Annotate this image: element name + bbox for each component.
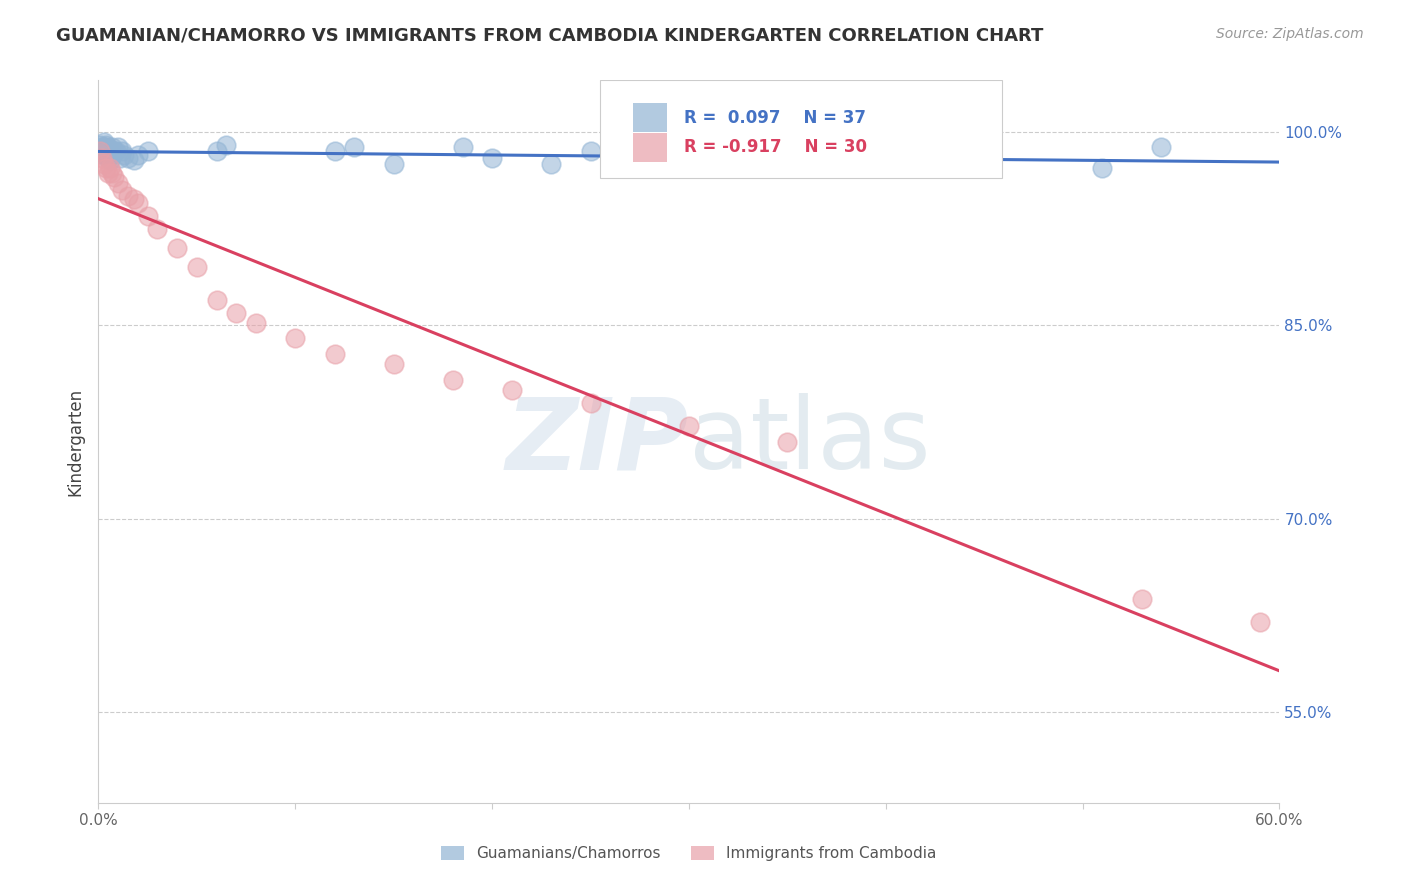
Point [105,145,128,159]
Point [112,148,135,162]
Point [205,293,228,307]
Point [1150,140,1173,154]
Point [225,305,247,319]
Point [103,169,125,184]
Point [501,383,523,397]
Point [89,145,111,159]
FancyBboxPatch shape [600,80,1002,178]
Point [1249,615,1271,630]
Point [579,145,602,159]
Point [678,419,700,434]
Point [93,157,115,171]
Point [215,137,238,152]
Point [441,373,464,387]
Point [136,209,159,223]
Point [717,157,740,171]
Point [579,396,602,410]
Point [108,151,131,165]
Point [451,140,474,154]
Point [97,166,120,180]
Point [98,161,121,175]
Point [127,148,149,162]
Point [93,148,115,162]
Point [127,195,149,210]
Point [97,151,120,165]
Point [776,434,799,449]
Point [166,241,188,255]
Point [101,166,124,180]
Point [93,135,115,149]
FancyBboxPatch shape [634,133,666,162]
Point [98,153,121,168]
Point [101,140,124,154]
Point [1130,591,1153,606]
Point [186,260,208,275]
Point [111,145,134,159]
Point [382,357,405,371]
Text: atlas: atlas [689,393,931,490]
Point [97,140,120,154]
Point [101,148,124,162]
Point [122,153,145,168]
Point [245,316,267,330]
Point [107,140,129,154]
Point [146,221,169,235]
Point [96,137,118,152]
Y-axis label: Kindergarten: Kindergarten [66,387,84,496]
Point [117,151,139,165]
Point [91,151,114,165]
Point [481,151,503,165]
Text: R =  0.097    N = 37: R = 0.097 N = 37 [685,109,866,127]
Point [323,145,346,159]
Text: GUAMANIAN/CHAMORRO VS IMMIGRANTS FROM CAMBODIA KINDERGARTEN CORRELATION CHART: GUAMANIAN/CHAMORRO VS IMMIGRANTS FROM CA… [56,27,1043,45]
Point [284,331,307,345]
Point [107,177,129,191]
Point [93,140,115,154]
Text: R = -0.917    N = 30: R = -0.917 N = 30 [685,138,868,156]
Point [122,192,145,206]
Legend: Guamanians/Chamorros, Immigrants from Cambodia: Guamanians/Chamorros, Immigrants from Ca… [434,840,943,867]
Point [540,157,562,171]
Point [323,347,346,361]
Point [89,137,111,152]
Point [91,145,114,159]
Point [117,189,139,203]
Point [98,145,121,159]
Point [382,157,405,171]
Point [343,140,366,154]
Text: Source: ZipAtlas.com: Source: ZipAtlas.com [1216,27,1364,41]
Point [638,153,661,168]
Point [205,145,228,159]
Point [1091,161,1114,175]
Point [96,161,118,175]
Point [111,183,134,197]
Point [96,145,118,159]
Point [103,145,125,159]
Point [136,145,159,159]
Text: ZIP: ZIP [506,393,689,490]
FancyBboxPatch shape [634,103,666,132]
Point [91,140,114,154]
